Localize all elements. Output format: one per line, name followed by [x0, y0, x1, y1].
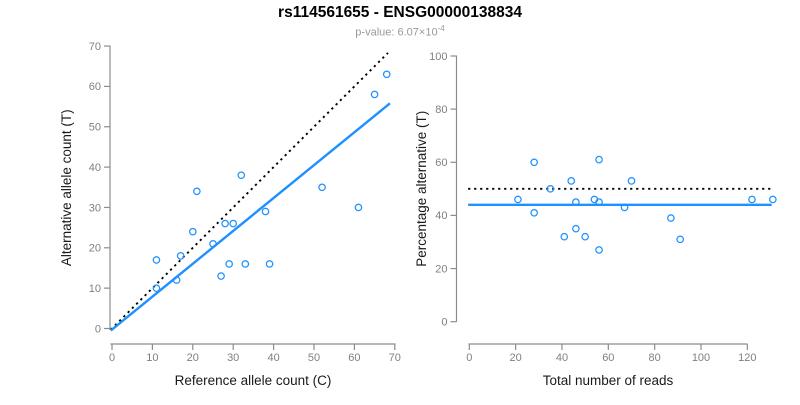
data-point	[237, 171, 246, 179]
data-point	[318, 183, 326, 192]
data-point	[221, 219, 229, 228]
y-axis-tick-label: 10	[89, 283, 101, 295]
x-axis-tick-label: 20	[187, 352, 199, 364]
data-point	[265, 260, 274, 268]
data-point	[595, 246, 603, 254]
data-point	[748, 195, 756, 204]
y-axis-tick-label: 100	[429, 51, 447, 63]
data-point	[676, 235, 684, 244]
data-point	[572, 224, 580, 233]
data-point	[560, 232, 569, 241]
y-axis-tick-label: 20	[89, 243, 101, 255]
y-axis-tick-label: 20	[435, 263, 447, 275]
data-point	[217, 272, 225, 280]
x-axis-tick-label: 0	[109, 352, 115, 364]
x-axis-title: Total number of reads	[543, 373, 674, 388]
data-point	[370, 90, 379, 99]
data-point	[172, 276, 181, 284]
y-axis-title: Percentage alternative (T)	[414, 111, 429, 267]
x-axis-tick-label: 0	[466, 352, 472, 364]
data-point	[572, 198, 580, 206]
data-point	[567, 177, 576, 185]
data-point	[225, 260, 233, 268]
pvalue-exponent: -4	[437, 24, 445, 33]
data-point	[530, 158, 539, 167]
data-point	[581, 232, 589, 241]
y-axis-tick-label: 60	[435, 157, 447, 169]
data-point	[188, 227, 197, 236]
data-point	[382, 70, 391, 79]
x-axis-tick-label: 120	[738, 352, 756, 364]
y-axis-tick-label: 40	[89, 162, 101, 174]
data-point	[241, 260, 250, 268]
y-axis-tick-label: 40	[435, 210, 447, 222]
y-axis-tick-label: 70	[89, 41, 101, 53]
data-point	[667, 214, 675, 222]
y-axis-tick-label: 60	[89, 81, 101, 93]
y-axis-tick-label: 30	[89, 202, 101, 214]
allele-counts-scatter: 0 10 20 30 40 50 60 70 0 10 20 30 40 50 60 70 Reference …	[59, 41, 401, 388]
data-point	[595, 155, 603, 164]
x-axis-tick-label: 20	[510, 352, 522, 364]
x-axis-tick-label: 40	[267, 352, 279, 364]
x-axis-title: Reference allele count (C)	[175, 373, 332, 388]
data-point	[209, 239, 217, 248]
data-point	[514, 195, 522, 204]
data-point	[176, 252, 185, 260]
data-point	[595, 198, 603, 206]
figure-subtitle: p-value: 6.07×10-4	[0, 24, 800, 39]
y-axis-tick-label: 80	[435, 104, 447, 116]
y-axis-tick-label: 0	[95, 323, 101, 335]
regression-line	[110, 102, 391, 332]
x-axis-tick-label: 70	[389, 352, 401, 364]
x-axis-tick-label: 60	[602, 352, 614, 364]
data-point	[152, 256, 161, 264]
identity-line	[110, 52, 389, 331]
x-axis-tick-label: 80	[649, 352, 661, 364]
data-point	[261, 207, 270, 216]
data-point	[546, 185, 555, 193]
y-axis-tick-label: 0	[441, 317, 447, 329]
x-axis-tick-label: 60	[348, 352, 360, 364]
data-point	[627, 177, 636, 185]
data-point	[530, 208, 539, 217]
data-point	[193, 187, 201, 196]
x-axis-tick-label: 10	[146, 352, 158, 364]
figure-title: rs114561655 - ENSG00000138834	[278, 4, 522, 21]
data-point	[620, 203, 629, 212]
data-point	[354, 203, 363, 212]
pvalue-text: p-value: 6.07×10	[355, 26, 438, 39]
x-axis-tick-label: 50	[308, 352, 320, 364]
x-axis-tick-label: 30	[227, 352, 239, 364]
data-point	[769, 195, 777, 204]
y-axis-title: Alternative allele count (T)	[59, 109, 74, 266]
x-axis-tick-label: 40	[556, 352, 568, 364]
data-point	[229, 219, 238, 228]
x-axis-tick-label: 100	[692, 352, 710, 364]
percentage-vs-reads-scatter: 0 20 40 60 80 100 0 20 40 60 80 100 120 Total number …	[414, 51, 777, 388]
y-axis-tick-label: 50	[89, 122, 101, 134]
data-point	[152, 284, 161, 292]
